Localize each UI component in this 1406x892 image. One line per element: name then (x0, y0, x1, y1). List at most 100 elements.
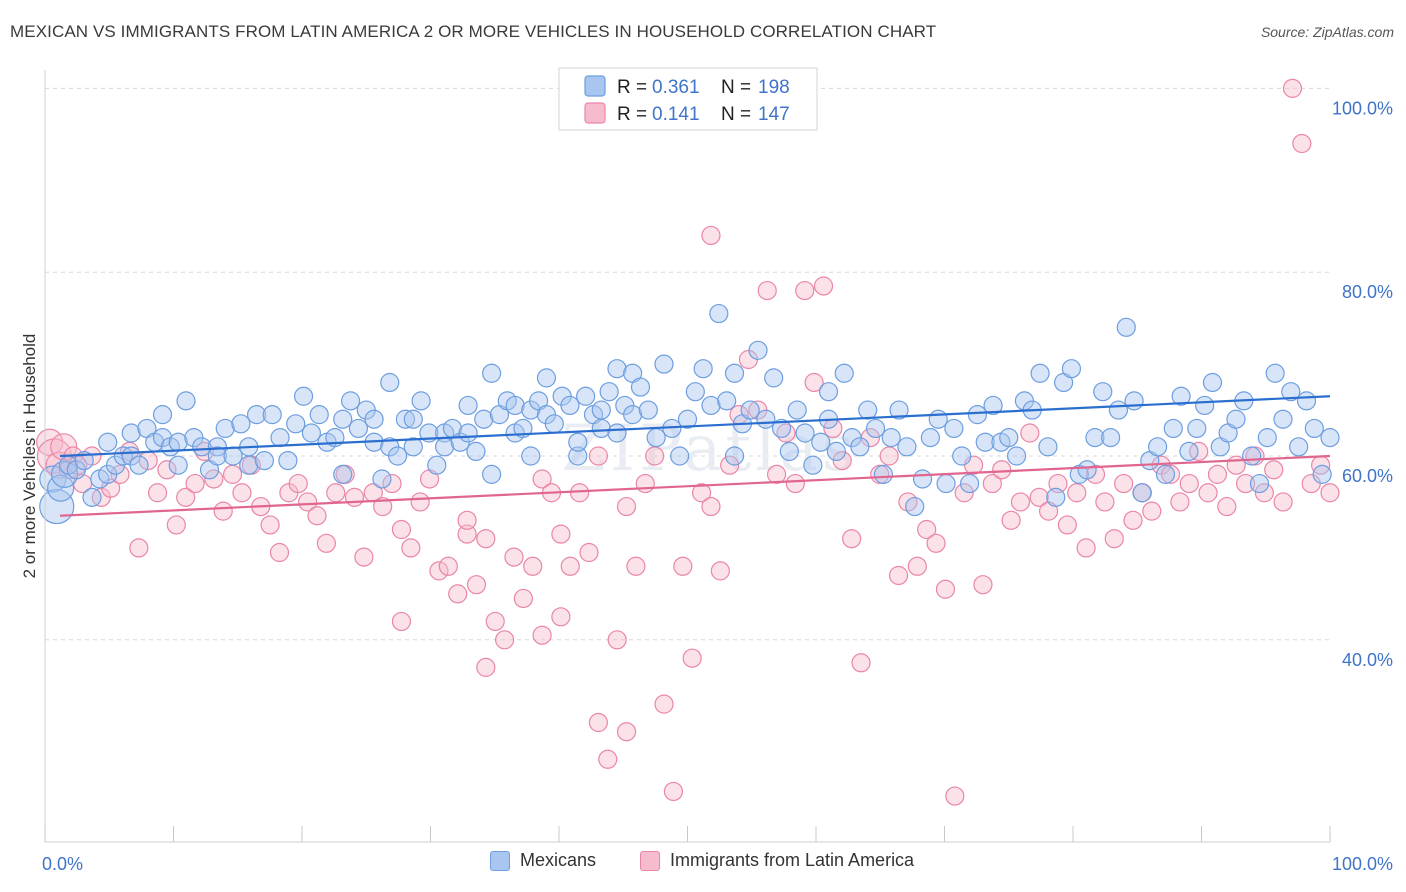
pink-point-97 (842, 529, 862, 549)
pink-point-40 (382, 473, 402, 494)
legend-n-value-0: 198 (758, 77, 790, 98)
blue-point-100 (654, 354, 674, 374)
pink-point-62 (551, 524, 571, 544)
pink-point-21 (204, 469, 224, 489)
pink-point-42 (391, 611, 412, 632)
pink-point-78 (673, 556, 693, 576)
blue-point-159 (1101, 428, 1121, 448)
pink-point-111 (973, 575, 993, 595)
blue-point-30 (223, 446, 243, 466)
blue-point-139 (944, 418, 964, 439)
blue-point-107 (709, 303, 729, 324)
y-tick-label-3: 100.0% (1332, 98, 1393, 118)
pink-point-30 (288, 473, 308, 494)
blue-point-113 (748, 340, 768, 360)
pink-point-144 (1282, 78, 1303, 98)
blue-point-80 (536, 368, 557, 388)
blue-point-128 (858, 400, 878, 420)
blue-point-48 (348, 418, 369, 439)
chart-title: MEXICAN VS IMMIGRANTS FROM LATIN AMERICA… (10, 22, 937, 41)
pink-point-68 (588, 446, 608, 466)
blue-point-77 (521, 446, 541, 466)
blue-point-106 (701, 395, 721, 416)
pink-point-81 (701, 496, 721, 517)
pink-point-80 (691, 483, 712, 503)
pink-point-121 (1067, 483, 1087, 503)
grid-layer (45, 87, 1330, 641)
blue-point-166 (1155, 464, 1176, 484)
blue-point-179 (1257, 428, 1277, 448)
blue-point-45 (333, 464, 353, 484)
pink-point-74 (635, 473, 655, 494)
blue-point-59 (411, 391, 431, 411)
blue-point-138 (936, 473, 956, 494)
pink-point-122 (1076, 538, 1096, 558)
blue-point-52 (372, 469, 392, 489)
pink-point-143 (1273, 492, 1293, 512)
blue-point-67 (458, 423, 478, 443)
blue-point-68 (466, 441, 486, 462)
blue-point-181 (1273, 409, 1293, 429)
blue-point-135 (912, 469, 933, 489)
pink-point-44 (410, 492, 430, 512)
blue-point-137 (928, 409, 948, 429)
blue-point-50 (364, 409, 384, 429)
trend-line-pink (59, 454, 1331, 517)
pink-point-16 (157, 460, 177, 480)
y-tick-label-1: 60.0% (1342, 466, 1393, 486)
pink-point-3 (50, 433, 78, 461)
pink-point-71 (616, 722, 637, 742)
pink-point-23 (222, 464, 243, 484)
pink-point-41 (391, 519, 412, 540)
trend-line-blue (59, 395, 1331, 458)
blue-point-97 (630, 377, 651, 397)
blue-point-69 (474, 409, 494, 429)
blue-point-118 (787, 400, 807, 420)
legend-item-mexicans[interactable]: Mexicans (490, 850, 596, 871)
pink-point-17 (166, 515, 186, 535)
legend-r-label-1: R = (617, 104, 647, 125)
blue-point-25 (192, 437, 212, 457)
blue-point-165 (1148, 437, 1168, 457)
pink-point-70 (607, 630, 627, 650)
blue-point-150 (1030, 363, 1050, 383)
blue-point-18 (152, 405, 173, 425)
pink-point-145 (1292, 133, 1312, 154)
blue-point-14 (121, 423, 141, 443)
pink-point-59 (532, 625, 552, 645)
pink-point-134 (1189, 441, 1209, 462)
blue-point-151 (1038, 437, 1058, 457)
blue-point-136 (920, 428, 940, 448)
pink-point-56 (504, 547, 524, 567)
blue-point-55 (387, 446, 408, 466)
pink-point-101 (879, 446, 899, 466)
pink-point-132 (1170, 492, 1190, 512)
blue-point-84 (560, 395, 580, 416)
blue-point-115 (764, 368, 784, 388)
pink-point-79 (682, 648, 702, 668)
blue-point-147 (1006, 446, 1027, 466)
pink-point-106 (926, 533, 946, 553)
pink-point-115 (1010, 492, 1031, 512)
legend-n-value-1: 147 (758, 104, 790, 125)
blue-point-104 (685, 382, 705, 402)
blue-point-74 (505, 395, 525, 416)
blue-point-134 (905, 496, 925, 517)
legend-item-immigrants[interactable]: Immigrants from Latin America (640, 850, 914, 871)
blue-point-132 (889, 400, 909, 420)
pink-point-137 (1217, 496, 1237, 517)
legend-label-immigrants: Immigrants from Latin America (670, 850, 915, 870)
blue-point-105 (693, 359, 713, 379)
pink-point-91 (785, 473, 805, 494)
pink-point-75 (645, 446, 665, 466)
pink-point-141 (1254, 483, 1274, 503)
pink-point-104 (907, 556, 927, 576)
pink-point-18 (176, 487, 196, 507)
blue-point-3 (50, 460, 79, 488)
pink-point-51 (466, 575, 487, 595)
pink-point-112 (982, 473, 1002, 494)
pink-point-114 (1001, 510, 1021, 530)
pink-point-54 (485, 611, 505, 632)
pink-point-60 (532, 469, 552, 489)
pink-point-82 (701, 225, 721, 246)
